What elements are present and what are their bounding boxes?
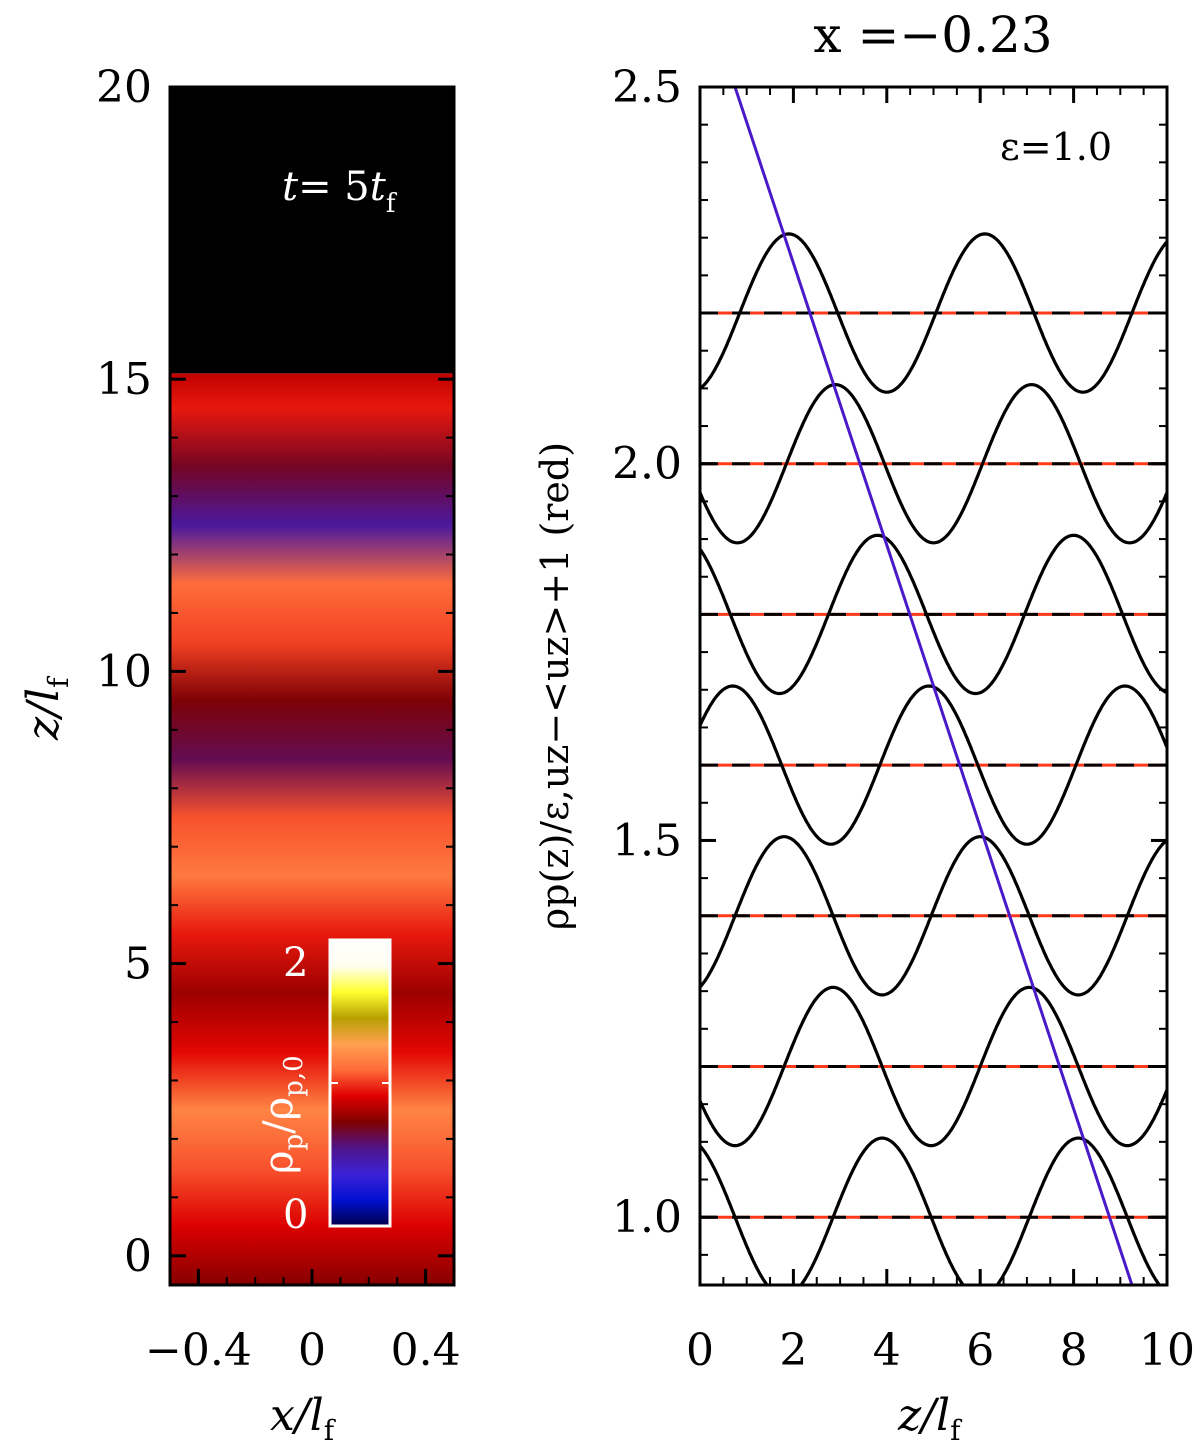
heatmap-field	[170, 373, 454, 1286]
colorbar-label-sub2: p,0	[279, 1055, 309, 1096]
left-xlabel-main: x/l	[270, 1390, 324, 1441]
right-ytick-label: 1.0	[612, 1192, 682, 1243]
empty-region	[170, 87, 454, 374]
time-label-eq: = 5	[298, 164, 370, 210]
left-xlabel-sub: f	[324, 1414, 337, 1442]
left-ytick-label: 5	[124, 939, 152, 990]
left-ytick-label: 20	[96, 62, 152, 113]
right-ytick-label: 1.5	[612, 815, 682, 866]
density-curve-t5	[700, 382, 1167, 545]
colorbar-label: ρp/ρp,0	[256, 1055, 309, 1174]
time-label-sub: f	[386, 189, 398, 219]
left-ytick-label: 0	[124, 1231, 152, 1282]
density-curve-t6	[700, 232, 1167, 394]
phase-trend-line	[733, 87, 1134, 1285]
density-curve-t1	[700, 985, 1167, 1148]
colorbar: 2 0 ρp/ρp,0	[256, 938, 392, 1238]
right-ytick-label: 2.5	[612, 62, 682, 113]
time-label: t= 5tf	[282, 164, 398, 219]
right-xtick-label: 10	[1139, 1325, 1195, 1376]
right-panel: x =−0.23 1.01.52.02.50 2 4 6 8 10 ε=1.0 z/lf …	[533, 6, 1195, 1442]
right-xtick-label: 8	[1060, 1325, 1088, 1376]
right-xtick-label: 6	[966, 1325, 994, 1376]
right-tick-labels: 1.0 1.5 2.0 2.5 0 2 4 6 8 10	[612, 62, 1195, 1376]
colorbar-tick-max: 2	[283, 940, 308, 986]
right-plot-frame	[698, 85, 1169, 1287]
right-xtick-label: 2	[779, 1325, 807, 1376]
left-ytick-label: 10	[96, 646, 152, 697]
density-curve-t4	[700, 533, 1167, 696]
left-xtick-label: 0.4	[391, 1325, 461, 1376]
right-ytick-label: 2.0	[612, 439, 682, 490]
colorbar-tick-min: 0	[283, 1192, 308, 1238]
right-xlabel: z/lf	[897, 1390, 963, 1442]
colorbar-label-rho: ρ	[256, 1150, 302, 1174]
time-label-t: t	[282, 164, 299, 210]
density-curve-t0	[700, 1136, 1162, 1285]
left-ylabel-main: z/l	[18, 688, 69, 741]
right-xtick-label: 0	[686, 1325, 714, 1376]
right-series-group	[700, 87, 1167, 1285]
left-ylabel-sub: f	[42, 675, 75, 688]
colorbar-label-sub: p	[279, 1134, 309, 1151]
right-title: x =−0.23	[813, 6, 1052, 64]
left-xtick-label: 0	[298, 1325, 326, 1376]
colorbar-scale	[328, 938, 392, 1228]
right-xtick-label: 4	[873, 1325, 901, 1376]
epsilon-annotation: ε=1.0	[1000, 125, 1112, 169]
colorbar-label-div: /ρ	[256, 1097, 302, 1134]
right-xlabel-sub: f	[950, 1414, 963, 1442]
left-ylabel: z/lf	[18, 675, 75, 741]
left-ytick-label: 15	[96, 354, 152, 405]
time-label-t2: t	[370, 164, 387, 210]
left-plot-frame	[168, 85, 456, 1287]
right-xlabel-main: z/l	[897, 1390, 950, 1441]
right-ylabel: ρp(z)/ε,uz−<uz>+1 (red)	[533, 442, 577, 930]
left-xlabel: x/lf	[270, 1390, 337, 1442]
density-curve-t2	[700, 835, 1167, 997]
left-xtick-label: −0.4	[145, 1325, 252, 1376]
